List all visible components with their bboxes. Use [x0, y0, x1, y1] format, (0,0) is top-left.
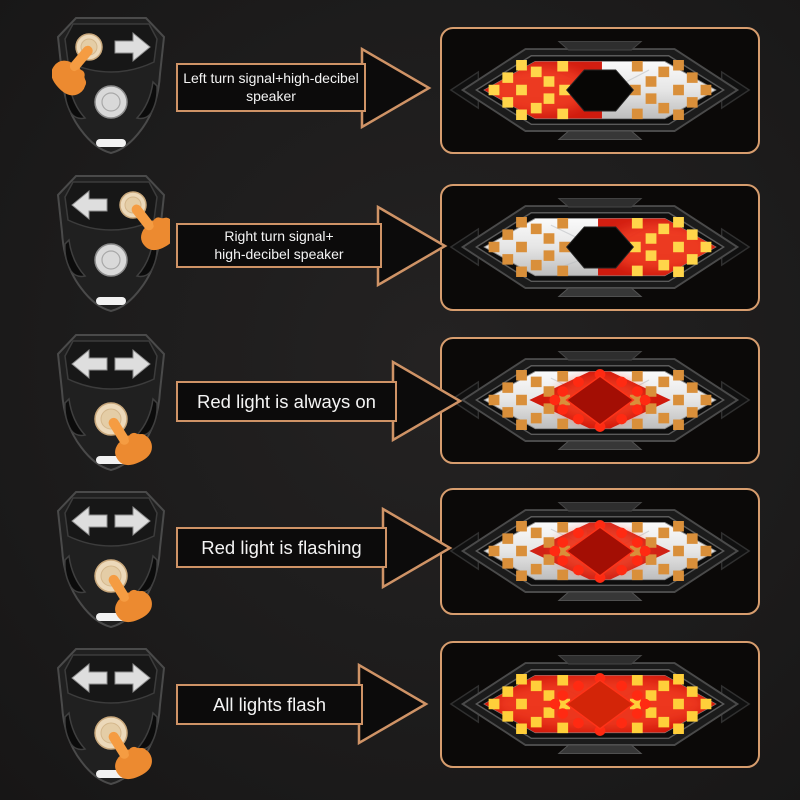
left-arrow-button — [71, 662, 108, 694]
tail-light-panel-red-flash — [440, 488, 760, 615]
remote-illustration — [56, 175, 170, 313]
center-led-red — [565, 679, 635, 730]
tail-light-panel-right-turn — [440, 184, 760, 311]
label-line-1: Right turn signal+ — [224, 228, 334, 244]
led-ring-center — [549, 520, 651, 583]
right-arrow-button — [114, 348, 151, 380]
led-array-right-arrow — [629, 370, 712, 431]
center-led-red — [565, 526, 635, 577]
pointing-hand-icon — [131, 204, 170, 251]
remote-illustration — [56, 491, 166, 629]
remote-red-solid — [52, 329, 170, 475]
tail-light-panel-left-turn — [440, 27, 760, 154]
callout-arrow-icon — [357, 662, 429, 746]
remote-right-turn — [52, 170, 170, 316]
led-array-right-arrow — [629, 674, 712, 735]
pointing-hand-icon — [108, 574, 152, 623]
function-label-red-flash: Red light is flashing — [176, 527, 387, 568]
tail-light-illustration — [449, 40, 751, 141]
right-arrow-button — [114, 662, 151, 694]
left-arrow-button — [71, 348, 108, 380]
remote-all-flash — [52, 643, 170, 789]
callout-arrow-icon — [391, 359, 463, 443]
led-array-left-arrow — [488, 60, 571, 121]
function-label-red-solid: Red light is always on — [176, 381, 397, 422]
tail-light-illustration — [449, 654, 751, 755]
power-button — [94, 85, 128, 119]
led-array-right-arrow — [629, 217, 712, 278]
clip-slot — [96, 139, 126, 147]
led-array-left-arrow — [488, 521, 571, 582]
tail-light-panel-red-solid — [440, 337, 760, 464]
label-line-2: high-decibel speaker — [214, 245, 344, 262]
function-label-left-turn: Left turn signal+high-decibel speaker — [176, 63, 366, 112]
left-arrow-button — [71, 505, 108, 537]
center-led-red — [565, 375, 635, 426]
remote-illustration — [56, 648, 166, 786]
function-label-right-turn: Right turn signal+ high-decibel speaker — [176, 223, 382, 268]
left-arrow-button — [71, 189, 108, 221]
right-arrow-button — [114, 505, 151, 537]
tail-light-illustration — [449, 197, 751, 298]
remote-left-turn — [52, 12, 170, 158]
callout-arrow-icon — [381, 506, 453, 590]
label-line-1: Left turn signal+high-decibel — [183, 70, 359, 86]
function-label-all-flash: All lights flash — [176, 684, 363, 725]
led-array-left-arrow — [488, 674, 571, 735]
center-led-off — [565, 69, 635, 112]
pointing-hand-icon — [52, 45, 93, 96]
led-array-right-arrow — [629, 60, 712, 121]
label-line-1: Red light is flashing — [201, 536, 362, 558]
remote-illustration — [56, 334, 166, 472]
pointing-hand-icon — [108, 417, 152, 466]
pointing-hand-icon — [108, 731, 152, 780]
callout-arrow-icon — [360, 46, 432, 130]
led-array-left-arrow — [488, 370, 571, 431]
callout-arrow-icon — [376, 204, 448, 288]
tail-light-panel-all-flash — [440, 641, 760, 768]
label-line-1: All lights flash — [212, 693, 327, 715]
right-arrow-button — [114, 31, 151, 63]
tail-light-illustration — [449, 350, 751, 451]
label-line-2: speaker — [246, 87, 296, 104]
remote-illustration — [52, 17, 166, 155]
power-button — [94, 243, 128, 277]
label-line-1: Red light is always on — [197, 390, 376, 412]
tail-light-illustration — [449, 501, 751, 602]
led-ring-center — [549, 673, 651, 736]
remote-red-flash — [52, 486, 170, 632]
led-array-left-arrow — [488, 217, 571, 278]
led-ring-center — [549, 369, 651, 432]
led-array-right-arrow — [629, 521, 712, 582]
right-wing-slit — [135, 80, 158, 120]
